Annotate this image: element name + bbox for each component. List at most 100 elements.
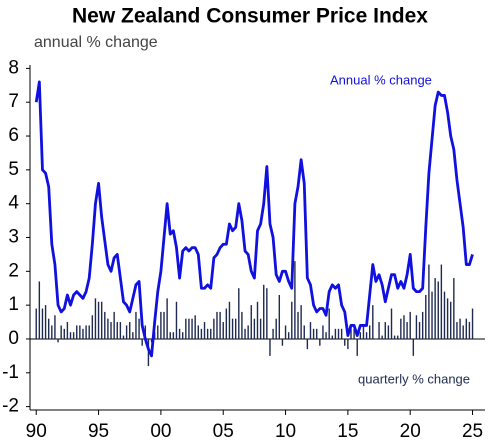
bar	[213, 318, 215, 339]
bar	[35, 308, 37, 339]
bar	[397, 335, 399, 339]
bar	[38, 281, 41, 339]
bar	[225, 308, 228, 339]
line	[34, 80, 474, 358]
bar	[303, 325, 305, 339]
bar	[122, 335, 125, 339]
bar	[406, 322, 408, 339]
bar	[250, 305, 252, 339]
bar	[191, 318, 193, 339]
chart-title: New Zealand Consumer Price Index	[72, 5, 428, 28]
bar	[206, 328, 209, 339]
bar	[381, 335, 383, 339]
bar	[66, 322, 69, 339]
bar	[82, 328, 84, 339]
bar	[253, 318, 256, 339]
bar	[372, 305, 374, 339]
bar	[459, 318, 461, 339]
bar	[306, 338, 309, 350]
bar	[350, 325, 352, 339]
bar	[462, 325, 464, 339]
bar	[428, 264, 430, 339]
bar	[163, 311, 165, 339]
bar	[54, 315, 56, 339]
bar	[393, 335, 396, 339]
y-tick-label: 8	[8, 57, 19, 78]
bar	[216, 311, 218, 339]
bar	[263, 284, 265, 339]
bar	[294, 261, 296, 339]
bar	[453, 278, 455, 339]
x-tick-label: 25	[462, 421, 483, 442]
bar	[88, 325, 90, 339]
bar	[231, 318, 234, 339]
y-tick-label: -1	[2, 362, 19, 383]
y-tick-label: 6	[8, 125, 19, 146]
bar	[125, 325, 128, 339]
bar	[91, 315, 94, 339]
bar	[259, 318, 262, 339]
bar	[365, 332, 368, 339]
y-tick-label: 7	[8, 91, 19, 112]
y-tick-label: 4	[8, 193, 19, 214]
bar	[110, 322, 112, 339]
bar	[384, 322, 386, 339]
bar	[284, 325, 287, 339]
bar	[446, 298, 449, 339]
bar	[97, 301, 100, 339]
bar	[135, 311, 137, 339]
y-tick-label: 2	[8, 260, 19, 281]
y-tick-label: 0	[8, 328, 19, 349]
bar	[356, 338, 358, 356]
bar	[185, 318, 187, 339]
bar	[182, 332, 184, 339]
bar	[297, 311, 299, 339]
bar	[450, 301, 452, 339]
bar	[471, 308, 474, 339]
bar	[328, 308, 330, 339]
bar	[210, 328, 212, 339]
bar	[421, 311, 424, 339]
bar	[347, 338, 349, 350]
bar-annotation: quarterly % change	[358, 371, 470, 386]
bar	[47, 318, 50, 339]
bar	[147, 338, 150, 367]
bar	[400, 318, 402, 339]
bar	[269, 338, 271, 356]
bar	[172, 332, 175, 339]
bar	[281, 338, 284, 346]
line-annotation: Annual % change	[330, 72, 432, 87]
x-tick-label: 00	[150, 421, 171, 442]
bar	[331, 335, 333, 339]
bar	[157, 325, 159, 339]
bar	[312, 328, 315, 339]
bar	[291, 301, 293, 339]
bar	[256, 301, 259, 339]
bar	[434, 278, 436, 339]
bar	[378, 322, 380, 339]
bar	[241, 311, 243, 339]
bar	[197, 325, 199, 339]
bar	[141, 338, 143, 346]
bar	[344, 338, 346, 346]
bar	[219, 311, 221, 339]
chart-subtitle: annual % change	[34, 34, 158, 51]
bar	[309, 322, 312, 339]
bar	[63, 328, 65, 339]
bar	[443, 291, 446, 339]
bar	[278, 295, 281, 339]
y-tick-label: 5	[8, 159, 19, 180]
bar	[94, 298, 97, 339]
bar	[275, 318, 277, 339]
bar	[129, 322, 131, 339]
bar	[334, 328, 337, 339]
bar	[440, 264, 443, 339]
bar	[244, 328, 246, 339]
bar	[119, 322, 122, 339]
bar	[107, 318, 109, 339]
bar	[144, 325, 147, 339]
bar	[359, 332, 362, 339]
bar	[316, 328, 318, 339]
bar	[85, 325, 87, 339]
